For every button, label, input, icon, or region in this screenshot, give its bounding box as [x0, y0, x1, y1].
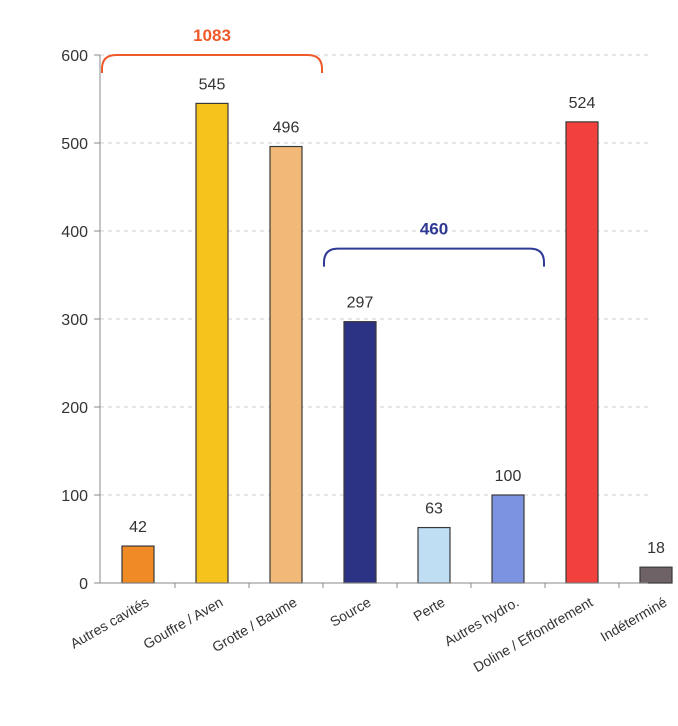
bar — [121, 545, 155, 584]
data-label: 545 — [199, 76, 226, 93]
y-tick-label: 0 — [79, 576, 88, 593]
data-label: 297 — [347, 295, 374, 312]
data-label: 496 — [273, 120, 300, 137]
bar — [343, 321, 377, 584]
bar — [269, 145, 303, 584]
data-label: 524 — [569, 95, 596, 112]
bars: 42 545 496 297 63 100 524 18 — [121, 76, 673, 584]
group-brackets: 1083 460 — [101, 26, 545, 267]
category-label: Source — [327, 594, 374, 630]
group-total-label: 460 — [420, 220, 448, 239]
bar — [565, 121, 599, 584]
bar — [491, 494, 525, 584]
data-label: 18 — [647, 540, 665, 557]
y-axis: 0 100 200 300 400 500 600 — [61, 48, 101, 593]
group-total-label: 1083 — [193, 26, 231, 45]
group-bracket — [101, 54, 323, 73]
y-tick-label: 300 — [61, 312, 88, 329]
category-label: Perte — [411, 594, 448, 625]
data-label: 63 — [425, 501, 443, 518]
bar — [417, 526, 451, 584]
data-label: 100 — [495, 468, 522, 485]
bar — [195, 102, 229, 584]
y-tick-label: 400 — [61, 224, 88, 241]
group-bracket — [323, 247, 545, 267]
category-label: Autres cavités — [67, 594, 151, 652]
category-label: Doline / Effondrement — [470, 594, 595, 675]
category-label: Indéterminé — [597, 594, 669, 645]
y-tick-label: 100 — [61, 488, 88, 505]
bar — [639, 566, 673, 584]
category-label: Grotte / Baume — [209, 594, 299, 655]
y-tick-label: 600 — [61, 48, 88, 65]
y-tick-label: 200 — [61, 400, 88, 417]
data-label: 42 — [129, 519, 147, 536]
y-tick-label: 500 — [61, 136, 88, 153]
